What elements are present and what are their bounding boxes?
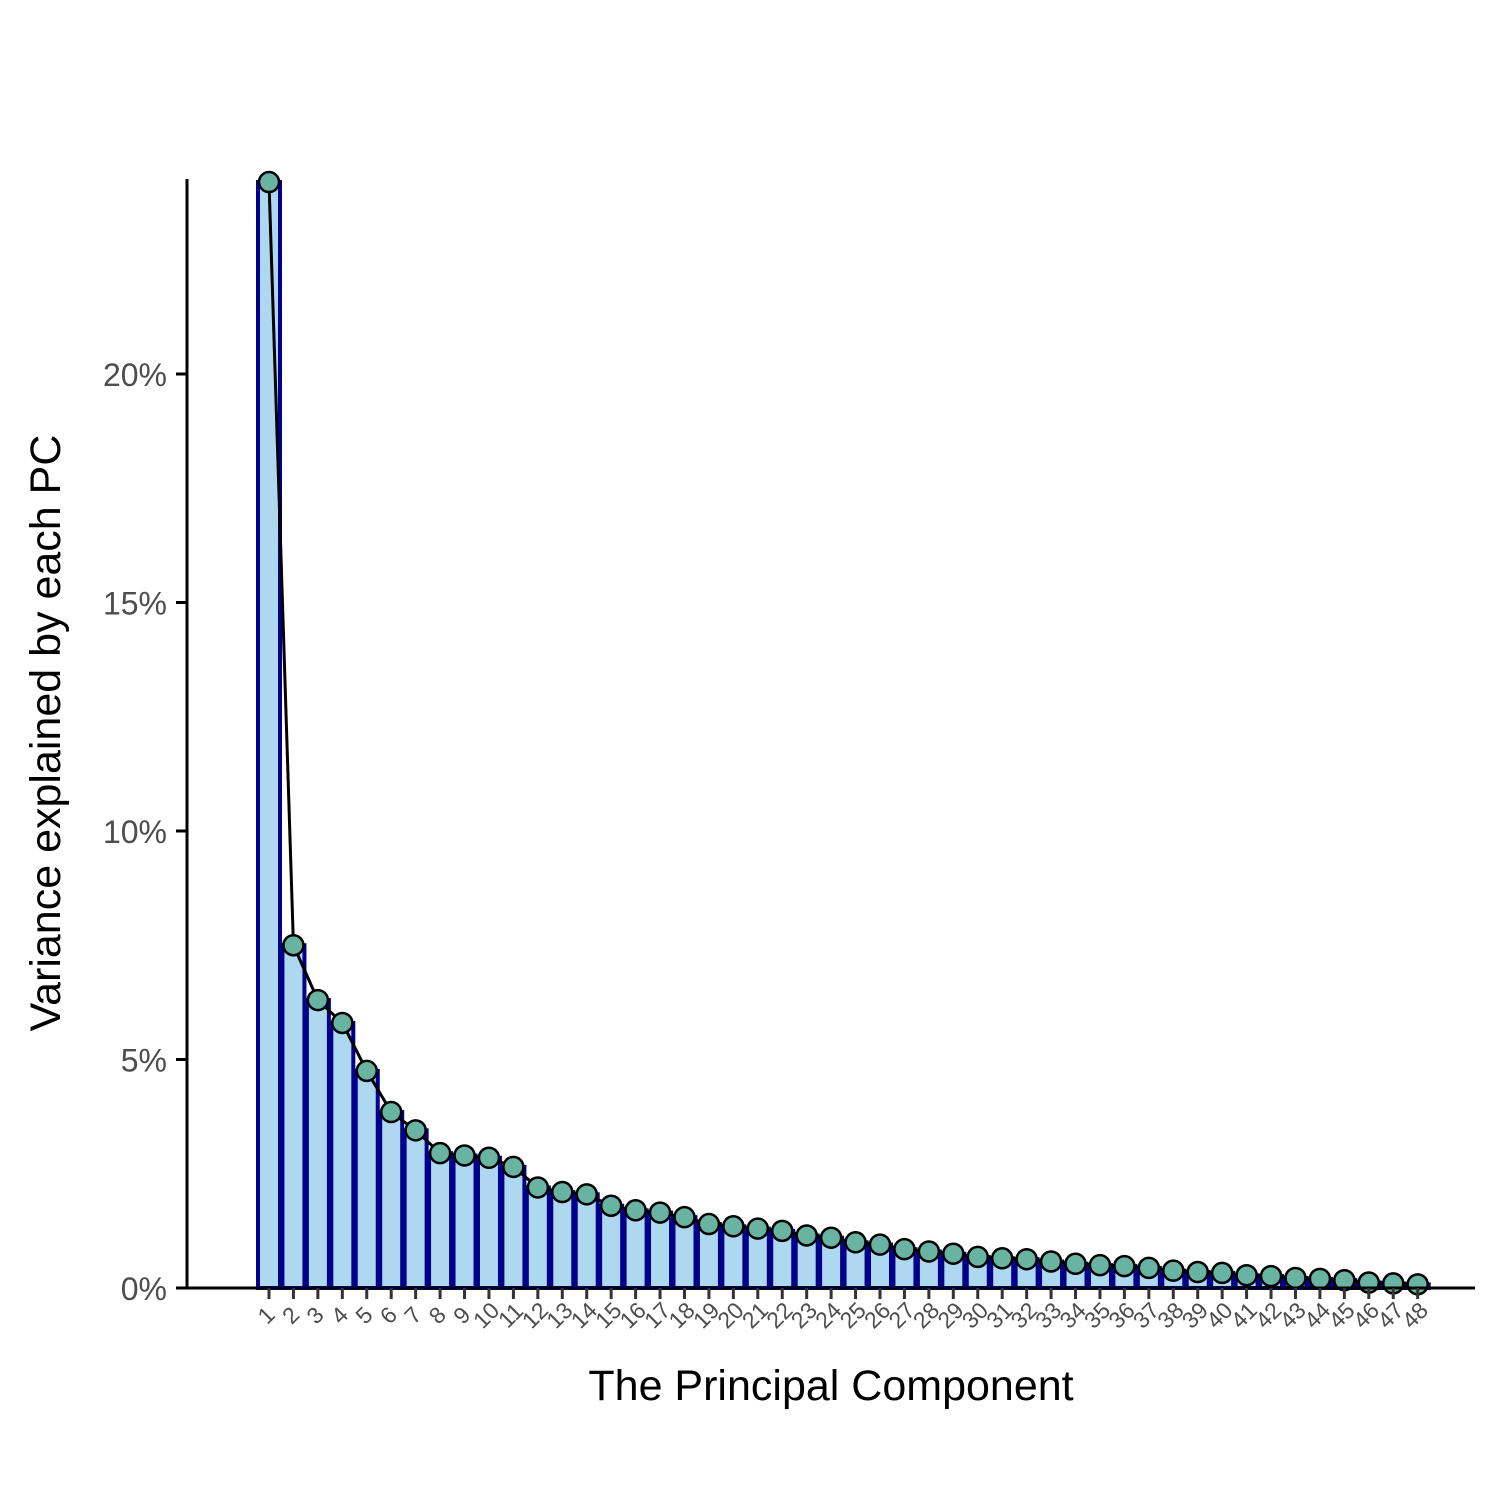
y-tick-label: 10%	[103, 814, 167, 850]
x-tick-label: 2	[277, 1301, 304, 1328]
bar-15	[598, 1203, 625, 1290]
x-ticks: 1234567891011121314151617181920212223242…	[252, 1288, 1433, 1333]
bar-8	[427, 1151, 454, 1291]
x-tick-label: 3	[301, 1301, 328, 1328]
bar-3	[304, 998, 331, 1291]
point-5	[355, 1059, 379, 1083]
point-42	[1259, 1264, 1283, 1288]
point-24	[819, 1226, 843, 1249]
point-17	[648, 1201, 672, 1224]
point-25	[844, 1231, 867, 1254]
bar-12	[524, 1185, 551, 1290]
point-27	[893, 1237, 916, 1261]
point-9	[453, 1144, 476, 1167]
bar-17	[647, 1210, 674, 1290]
point-34	[1064, 1252, 1087, 1276]
point-31	[990, 1247, 1014, 1270]
point-15	[599, 1194, 623, 1217]
x-tick-label: 4	[326, 1301, 354, 1329]
point-11	[502, 1155, 525, 1179]
points-layer	[257, 170, 1429, 1296]
point-23	[795, 1224, 818, 1247]
bars-layer	[256, 180, 1431, 1291]
x-axis-title: The Principal Component	[588, 1362, 1073, 1410]
x-tick-label: 48	[1397, 1297, 1433, 1333]
point-36	[1113, 1254, 1136, 1278]
point-12	[526, 1176, 550, 1199]
line-layer	[267, 182, 1418, 1286]
point-41	[1235, 1263, 1258, 1287]
y-ticks: 0% 5% 10% 15% 20%	[103, 357, 187, 1307]
point-2	[282, 934, 305, 957]
bar-4	[329, 1020, 356, 1290]
point-6	[379, 1100, 403, 1124]
point-35	[1088, 1253, 1112, 1277]
point-28	[917, 1240, 941, 1263]
point-7	[404, 1119, 427, 1142]
bar-14	[573, 1192, 600, 1290]
point-20	[722, 1215, 745, 1238]
point-19	[697, 1212, 721, 1236]
point-37	[1137, 1256, 1161, 1280]
point-21	[746, 1217, 770, 1240]
point-18	[673, 1205, 696, 1229]
y-tick-label: 15%	[103, 586, 167, 622]
point-26	[868, 1233, 892, 1256]
point-1	[257, 170, 281, 194]
bar-10	[475, 1155, 502, 1290]
bar-9	[451, 1153, 478, 1290]
point-29	[942, 1242, 965, 1265]
point-44	[1308, 1267, 1332, 1291]
bar-2	[280, 943, 307, 1290]
point-32	[1015, 1247, 1038, 1271]
point-10	[477, 1146, 501, 1170]
bar-11	[500, 1164, 527, 1291]
y-tick-label: 0%	[121, 1271, 167, 1307]
point-3	[306, 988, 330, 1012]
point-13	[551, 1180, 574, 1204]
point-30	[966, 1245, 990, 1269]
y-axis-title: Variance explained by each PC	[22, 435, 70, 1032]
bar-13	[549, 1190, 576, 1291]
bar-16	[622, 1208, 649, 1291]
x-tick-label: 8	[424, 1301, 451, 1328]
point-4	[331, 1011, 354, 1035]
bar-1	[256, 180, 282, 1290]
point-38	[1162, 1259, 1185, 1282]
point-40	[1210, 1261, 1234, 1285]
bar-6	[378, 1110, 405, 1291]
variance-line	[267, 182, 1418, 1286]
x-tick-label: 5	[350, 1301, 377, 1328]
bar-5	[353, 1068, 380, 1291]
x-tick-label: 6	[375, 1301, 402, 1328]
point-43	[1284, 1266, 1307, 1290]
point-33	[1039, 1250, 1063, 1273]
point-16	[624, 1199, 647, 1222]
point-22	[770, 1219, 794, 1243]
bar-7	[402, 1128, 429, 1290]
x-tick-label: 7	[399, 1301, 426, 1328]
point-8	[428, 1141, 452, 1165]
x-tick-label: 1	[252, 1301, 279, 1328]
y-tick-label: 5%	[121, 1043, 167, 1079]
y-tick-label: 20%	[103, 357, 167, 393]
point-14	[575, 1183, 598, 1206]
point-39	[1186, 1260, 1209, 1284]
